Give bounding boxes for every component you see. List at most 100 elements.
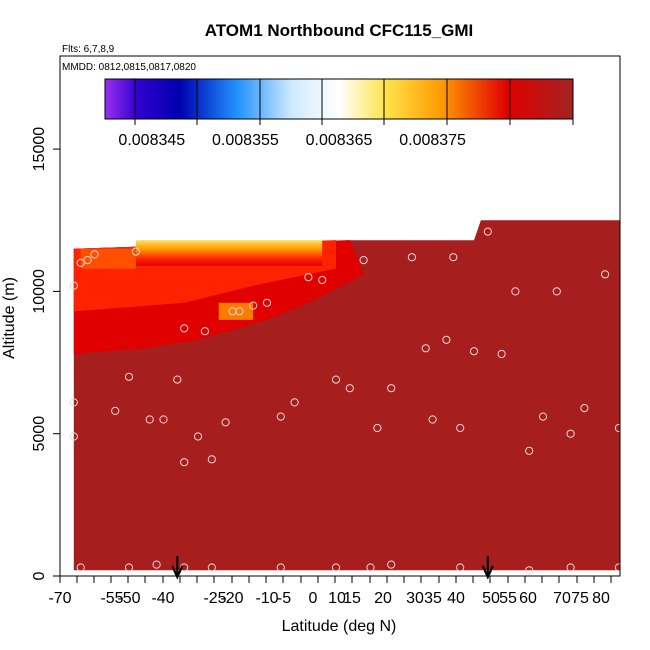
flight-point [331, 375, 341, 384]
y-axis: 0 5000 10000 15000 [31, 127, 60, 580]
x-tick-label: 15 [343, 590, 361, 607]
flight-point [90, 250, 99, 259]
x-tick-label: -25 [203, 590, 226, 607]
x-axis-label: Latitude (deg N) [282, 618, 397, 635]
flight-point [69, 432, 78, 441]
flight-point [249, 301, 258, 310]
flight-point [180, 458, 189, 467]
flight-point [207, 455, 216, 464]
flight-point [387, 384, 396, 393]
flight-point [124, 372, 134, 381]
colorbar-gradient [104, 78, 574, 120]
flight-points [69, 227, 636, 575]
flight-point [629, 390, 636, 397]
flight-point [76, 563, 85, 572]
flight-point [276, 412, 285, 421]
flight-point [345, 384, 354, 393]
flight-point [69, 281, 78, 290]
x-tick-label: 55 [499, 590, 517, 607]
flight-point [76, 258, 85, 267]
flight-point [456, 423, 465, 433]
x-tick-label: 70 [553, 590, 571, 607]
flight-point [469, 347, 479, 356]
flight-point [173, 375, 182, 384]
flight-point [421, 344, 430, 353]
flight-point [276, 563, 285, 572]
south-yellow-strip [135, 240, 323, 266]
colorbar-tick-label: 0.008375 [399, 132, 466, 149]
flight-point [180, 324, 189, 333]
flight-point [614, 423, 620, 433]
flight-point [83, 256, 92, 265]
flight-point [525, 446, 534, 455]
flight-point [124, 563, 134, 572]
flight-point [442, 335, 451, 344]
flight-point [193, 432, 203, 441]
flight-point [152, 560, 161, 569]
colorbar-tick-label: 0.008345 [118, 132, 185, 149]
x-tick-label: -70 [48, 590, 71, 607]
y-axis-label: Altitude (m) [1, 277, 18, 359]
y-tick-label: 0 [31, 571, 48, 580]
x-tick-label: -10 [255, 590, 278, 607]
flight-arrow [481, 556, 494, 580]
x-tick-label: 30 [406, 590, 424, 607]
flight-point [566, 429, 575, 438]
flight-point [538, 412, 548, 421]
colorbar-tick-label: 0.008355 [212, 132, 279, 149]
plot-frame [59, 55, 621, 577]
flight-point [373, 423, 382, 433]
flight-point [614, 563, 620, 572]
flight-point [497, 349, 506, 359]
flight-point [221, 418, 230, 427]
flight-point [449, 253, 458, 262]
flight-point [552, 287, 561, 296]
x-tick-label: -5 [277, 590, 291, 607]
x-tick-label: -40 [151, 590, 174, 607]
flight-point [366, 563, 375, 572]
flights-annotation: Flts: 6,7,8,9 [62, 44, 115, 55]
flight-point [159, 415, 168, 424]
dates-annotation: MMDD: 0812,0815,0817,0820 [62, 62, 196, 73]
chart-title: ATOM1 Northbound CFC115_GMI [205, 21, 474, 40]
flight-point [387, 560, 396, 569]
flight-point [525, 566, 534, 575]
colorbar-ticks: 0.008345 0.008355 0.008365 0.008375 [118, 79, 574, 149]
flight-point [235, 307, 244, 316]
titles: ATOM1 Northbound CFC115_GMI Flts: 6,7,8,… [62, 21, 473, 73]
flight-point [145, 415, 154, 424]
colorbar-tick-label: 0.008365 [306, 132, 373, 149]
flight-point [200, 327, 209, 336]
flight-point [407, 253, 416, 262]
x-tick-label: -50 [117, 590, 140, 607]
x-tick-label: -20 [220, 590, 243, 607]
flight-point [331, 563, 341, 572]
flight-point [511, 287, 520, 296]
x-tick-label: -55 [100, 590, 123, 607]
flight-point [262, 298, 272, 307]
flight-point [359, 256, 368, 265]
south-orange-strip [80, 248, 136, 269]
flight-point [483, 227, 492, 236]
flight-point [566, 563, 575, 572]
flight-point [580, 404, 589, 413]
flight-point [318, 275, 327, 285]
flight-arrows [171, 556, 494, 580]
flight-point [456, 563, 465, 572]
flight-point [601, 270, 610, 279]
x-tick-label: 40 [447, 590, 465, 607]
x-tick-label: 75 [571, 590, 589, 607]
y-tick-label: 10000 [31, 269, 48, 314]
flight-point [111, 406, 120, 415]
x-tick-label: 50 [482, 590, 500, 607]
x-tick-label: 10 [328, 590, 346, 607]
x-tick-label: 0 [309, 590, 318, 607]
flight-point [69, 398, 78, 407]
flight-point [207, 563, 216, 572]
flight-point [290, 398, 299, 407]
curtain-plot [73, 220, 620, 571]
x-tick-label: 20 [374, 590, 392, 607]
x-tick-label: 35 [424, 590, 442, 607]
